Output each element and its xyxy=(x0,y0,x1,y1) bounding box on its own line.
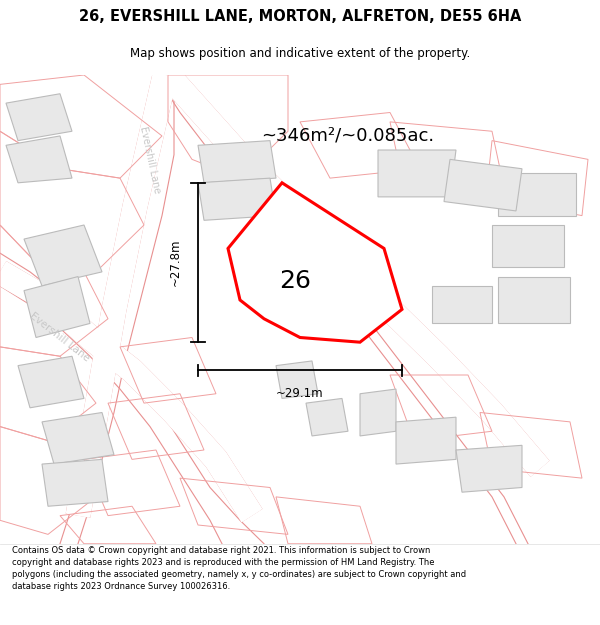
Text: ~27.8m: ~27.8m xyxy=(169,239,182,286)
Polygon shape xyxy=(18,356,84,408)
Polygon shape xyxy=(498,173,576,216)
Polygon shape xyxy=(276,361,318,399)
Polygon shape xyxy=(228,182,402,342)
Polygon shape xyxy=(6,94,72,141)
Polygon shape xyxy=(24,276,90,338)
Text: Evershill Lane: Evershill Lane xyxy=(28,311,92,364)
Text: 26: 26 xyxy=(280,269,311,293)
Polygon shape xyxy=(492,225,564,268)
Polygon shape xyxy=(444,159,522,211)
Polygon shape xyxy=(42,412,114,464)
Text: Map shows position and indicative extent of the property.: Map shows position and indicative extent… xyxy=(130,48,470,61)
Text: ~346m²/~0.085ac.: ~346m²/~0.085ac. xyxy=(262,127,434,145)
Polygon shape xyxy=(198,178,276,220)
Polygon shape xyxy=(42,459,108,506)
Polygon shape xyxy=(198,141,276,182)
Text: Contains OS data © Crown copyright and database right 2021. This information is : Contains OS data © Crown copyright and d… xyxy=(12,546,466,591)
Polygon shape xyxy=(360,389,396,436)
Polygon shape xyxy=(432,286,492,324)
Text: ~29.1m: ~29.1m xyxy=(276,388,324,400)
Polygon shape xyxy=(288,258,354,304)
Polygon shape xyxy=(24,225,102,286)
Polygon shape xyxy=(6,136,72,182)
Polygon shape xyxy=(378,150,456,197)
Text: Evershill Lane: Evershill Lane xyxy=(138,125,162,194)
Polygon shape xyxy=(456,445,522,493)
Polygon shape xyxy=(396,418,456,464)
Text: 26, EVERSHILL LANE, MORTON, ALFRETON, DE55 6HA: 26, EVERSHILL LANE, MORTON, ALFRETON, DE… xyxy=(79,9,521,24)
Polygon shape xyxy=(498,276,570,324)
Polygon shape xyxy=(306,399,348,436)
